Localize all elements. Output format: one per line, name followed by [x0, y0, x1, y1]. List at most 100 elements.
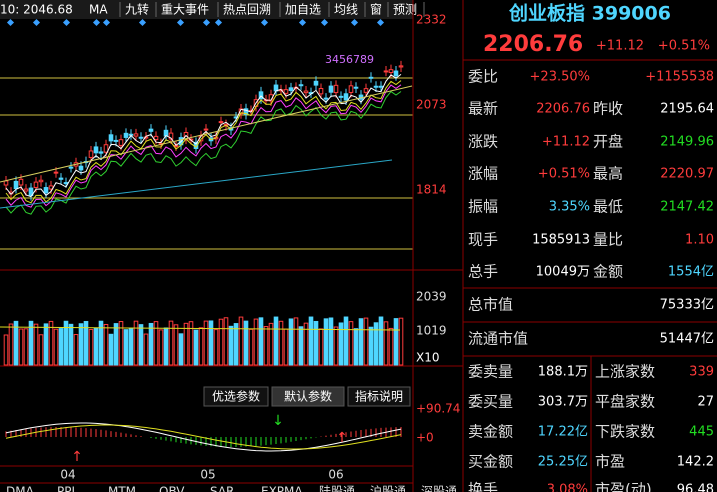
tab[interactable] [203, 386, 269, 407]
arrow: ↓ [272, 413, 284, 429]
volume-bar [213, 329, 219, 366]
indicator-tab[interactable]: SAR [210, 485, 234, 492]
volume-bar [393, 318, 399, 366]
volume-bar [333, 326, 339, 366]
label: 卖金额 [468, 423, 513, 441]
event-marker[interactable] [376, 18, 385, 27]
indicator-tab[interactable]: 陆股通 [319, 484, 355, 492]
toolbar-item[interactable]: 九转 [125, 2, 149, 17]
label: 买金额 [468, 453, 513, 471]
candle [393, 70, 399, 77]
volume-bar [3, 334, 9, 366]
toolbar-item[interactable]: 加自选 [285, 3, 321, 17]
moving-average [5, 80, 402, 204]
indicator-tab[interactable]: 沪股通 [370, 485, 406, 492]
moving-average [5, 73, 402, 198]
volume-bar [288, 318, 294, 366]
volume-bar [168, 320, 174, 366]
tab-label[interactable]: 指标说明 [355, 389, 403, 404]
volume-bar [203, 320, 209, 366]
value: 96.48 [677, 483, 714, 492]
candle [153, 135, 159, 141]
label: 量比 [593, 231, 623, 249]
volume-bar [123, 329, 129, 366]
event-marker[interactable] [320, 18, 329, 27]
volume-bar [243, 320, 249, 366]
value: 1554亿 [668, 265, 714, 280]
volume-bar [138, 324, 144, 366]
value: 17.22亿 [538, 425, 588, 440]
value: 2149.96 [660, 135, 714, 150]
tab-label[interactable]: 优选参数 [212, 389, 260, 404]
tab[interactable] [271, 386, 345, 407]
tab[interactable] [347, 386, 411, 407]
change: +11.12 [596, 39, 644, 54]
candle [338, 95, 344, 98]
volume-bar [33, 323, 39, 366]
indicator-tab[interactable]: 深股通 [421, 485, 457, 492]
toolbar-item[interactable]: 预测 [393, 3, 417, 17]
volume-bar [118, 321, 124, 366]
volume-bar [363, 317, 369, 366]
event-marker[interactable] [6, 18, 15, 27]
volume-bar [348, 321, 354, 366]
candle [13, 180, 19, 190]
toolbar-item[interactable]: 热点回溯 [223, 2, 271, 17]
volume-bar [153, 321, 159, 366]
event-marker[interactable] [214, 18, 223, 27]
candle [88, 150, 94, 158]
label: 换手 [468, 481, 498, 492]
tab-label[interactable]: 默认参数 [284, 389, 332, 404]
candle [303, 90, 309, 94]
event-marker[interactable] [350, 18, 359, 27]
volume-label: X10 [416, 351, 440, 365]
label: 最高 [593, 165, 623, 183]
candle [38, 179, 44, 183]
volume-bar [133, 320, 139, 366]
volume-bar [253, 318, 259, 366]
toolbar-item[interactable]: MA [89, 3, 108, 17]
event-marker[interactable] [138, 18, 147, 27]
candle [33, 181, 39, 188]
value: 2147.42 [660, 200, 714, 215]
label: 总市值 [468, 296, 513, 314]
candle [18, 178, 24, 186]
volume-bar [398, 317, 404, 366]
trend-line [0, 159, 393, 209]
candle [23, 188, 29, 192]
label: 振幅 [468, 198, 498, 216]
candle [3, 180, 9, 186]
toolbar-item[interactable]: 均线 [334, 3, 358, 17]
value: 75333亿 [660, 298, 714, 313]
indicator-tab[interactable]: MTM [108, 485, 136, 492]
candle [268, 94, 274, 102]
volume-bar [83, 320, 89, 366]
label: 最新 [468, 100, 498, 118]
volume-bar [38, 334, 44, 366]
month-label: 05 [200, 468, 215, 482]
event-marker[interactable] [202, 18, 211, 27]
price-label: 2073 [416, 98, 447, 112]
indicator-tab[interactable]: PPI [57, 485, 75, 492]
candle [378, 85, 384, 88]
toolbar-item[interactable]: 窗 [370, 3, 382, 17]
candle [343, 93, 349, 101]
value: 2195.64 [660, 102, 714, 117]
volume-bar [228, 325, 234, 366]
volume-bar [23, 328, 29, 366]
volume-bar [323, 318, 329, 366]
event-marker[interactable] [176, 18, 185, 27]
volume-bar [268, 322, 274, 366]
label: 市盈(动) [595, 481, 652, 492]
event-marker[interactable] [298, 18, 307, 27]
volume-bar [298, 326, 304, 366]
toolbar-item[interactable]: 重大事件 [161, 3, 209, 17]
indicator-tab[interactable]: OBV [159, 485, 185, 492]
event-marker[interactable] [260, 18, 269, 27]
candle [53, 171, 59, 174]
indicator-tab[interactable]: EXPMA [261, 485, 303, 492]
candle [388, 69, 394, 73]
indicator-tab[interactable]: DMA [6, 485, 35, 492]
readout: 10: 2046.68 [0, 3, 73, 17]
label: 现手 [468, 231, 498, 249]
